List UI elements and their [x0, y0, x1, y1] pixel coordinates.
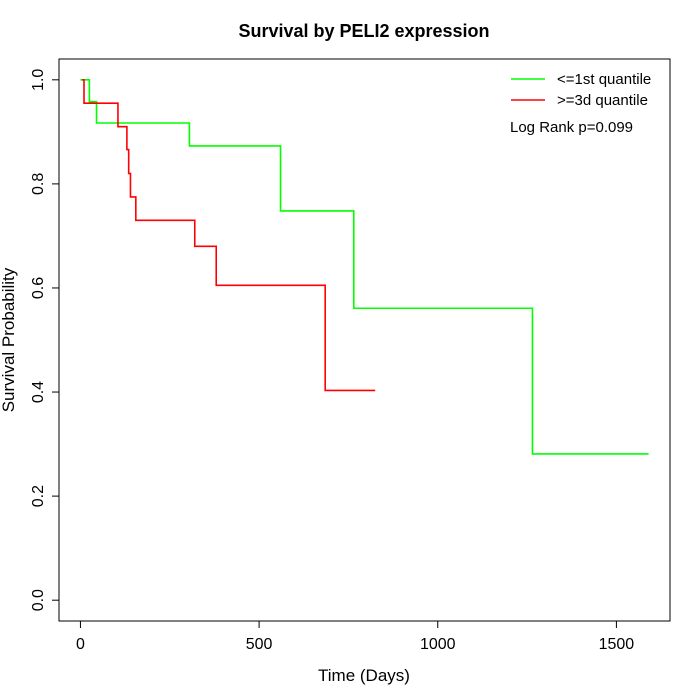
chart-title: Survival by PELI2 expression: [238, 21, 489, 41]
y-tick-label: 0.4: [30, 381, 47, 403]
x-tick-label: 1500: [599, 636, 635, 653]
x-tick-label: 500: [246, 636, 273, 653]
series-1-curve: [80, 79, 649, 455]
legend: <=1st quantile >=3d quantile: [511, 71, 651, 109]
y-axis-label: Survival Probability: [0, 267, 18, 412]
series-2-curve: [82, 79, 376, 392]
plot-frame: [58, 58, 671, 622]
x-tick-label: 0: [76, 636, 85, 653]
y-tick-label: 0.2: [30, 485, 47, 507]
legend-label-2: >=3d quantile: [557, 92, 648, 109]
y-tick-label: 0.0: [30, 589, 47, 611]
log-rank-annotation: Log Rank p=0.099: [510, 119, 633, 136]
x-tick-label: 1000: [420, 636, 456, 653]
y-axis: 0.0 0.2 0.4 0.6 0.8 1.0: [30, 69, 60, 611]
y-tick-label: 0.6: [30, 277, 47, 299]
y-tick-label: 1.0: [30, 69, 47, 91]
x-axis: 0 500 1000 1500: [76, 620, 635, 653]
x-axis-label: Time (Days): [318, 666, 410, 685]
legend-label-1: <=1st quantile: [557, 71, 651, 88]
series-layer: [80, 79, 649, 455]
y-tick-label: 0.8: [30, 173, 47, 195]
